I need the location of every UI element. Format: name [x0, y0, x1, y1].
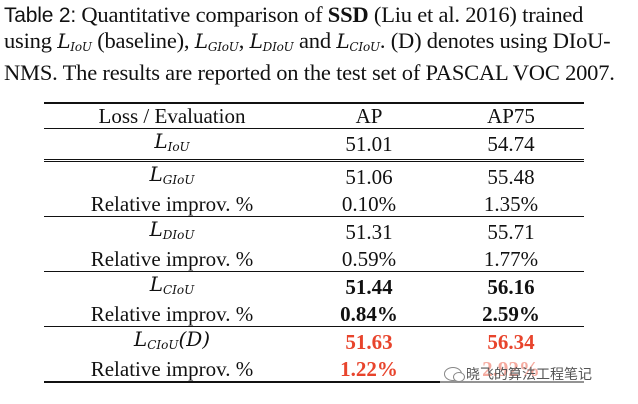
header-ap75: AP75 — [438, 102, 584, 129]
ap75-value: 56.34 — [438, 326, 584, 357]
ap75-value: 55.48 — [438, 159, 584, 192]
caption-text: Quantitative comparison of — [75, 2, 328, 27]
loss-giou-symbol: LGIoU — [194, 29, 239, 54]
caption-label: Table 2: — [4, 4, 76, 27]
loss-row: LCIoU(D) 51.63 56.34 — [44, 326, 584, 357]
relative-improvement-label: Relative improv. % — [90, 302, 254, 326]
loss-iou-symbol: LIoU — [57, 29, 92, 54]
baseline-loss: LIoU — [44, 128, 300, 161]
relative-improvement-row: Relative improv. % 0.59% 1.77% — [44, 247, 584, 272]
relative-improvement-row: Relative improv. % 0.10% 1.35% — [44, 192, 584, 217]
relative-ap75-value: 1.35% — [483, 192, 539, 216]
baseline-ap: 51.01 — [300, 128, 438, 161]
table-caption: Table 2: Quantitative comparison of SSD … — [4, 2, 636, 85]
loss-row: LGIoU 51.06 55.48 — [44, 159, 584, 192]
relative-improvement-row: Relative improv. %1.22%2.92% — [44, 357, 584, 383]
caption-text: (baseline), — [91, 28, 195, 53]
relative-ap-value: 0.59% — [341, 247, 397, 271]
relative-ap-value: 1.22% — [300, 357, 438, 383]
relative-ap-value: 0.10% — [341, 192, 397, 216]
relative-improvement-row: Relative improv. % 0.84% 2.59% — [44, 302, 584, 327]
caption-ssd: SSD — [327, 2, 369, 27]
relative-improvement-label: Relative improv. % — [44, 357, 300, 383]
table-header-row: Loss / Evaluation AP AP75 — [44, 102, 584, 129]
watermark-text: 晓飞的算法工程笔记 — [466, 367, 592, 383]
results-table: Loss / Evaluation AP AP75 LIoU 51.01 54.… — [44, 102, 584, 383]
header-ap: AP — [300, 102, 438, 129]
ap-value: 51.06 — [300, 159, 438, 192]
loss-name: LDIoU — [44, 216, 300, 247]
wechat-icon — [444, 367, 465, 382]
relative-ap75-value: 1.77% — [483, 247, 539, 271]
ap-value: 51.31 — [300, 216, 438, 247]
loss-diou-symbol: LDIoU — [249, 29, 294, 54]
relative-improvement-label: Relative improv. % — [90, 192, 254, 216]
caption-text: and — [293, 28, 337, 53]
baseline-ap75: 54.74 — [438, 128, 584, 161]
loss-name: LCIoU(D) — [44, 326, 300, 357]
ap75-value: 55.71 — [438, 216, 584, 247]
loss-ciou-symbol: LCIoU — [336, 29, 380, 54]
relative-ap-value: 0.84% — [340, 302, 398, 326]
caption-text: (Liu et al. 2016) trained using — [4, 2, 584, 53]
ap75-value: 56.16 — [438, 271, 584, 302]
header-loss-evaluation: Loss / Evaluation — [44, 102, 300, 129]
caption-text: . (D) denotes using DIoU-NMS. The result… — [4, 28, 615, 85]
loss-name: LCIoU — [44, 271, 300, 302]
loss-name: LGIoU — [44, 159, 300, 192]
relative-ap75-value: 2.59% — [482, 302, 540, 326]
relative-improvement-label: Relative improv. % — [90, 247, 254, 271]
baseline-row: LIoU 51.01 54.74 — [44, 128, 584, 161]
watermark: 晓飞的算法工程笔记 — [440, 362, 596, 386]
caption-text: , — [238, 28, 250, 53]
ap-value: 51.63 — [300, 326, 438, 357]
loss-row: LDIoU 51.31 55.71 — [44, 216, 584, 247]
ap-value: 51.44 — [300, 271, 438, 302]
loss-row: LCIoU 51.44 56.16 — [44, 271, 584, 302]
